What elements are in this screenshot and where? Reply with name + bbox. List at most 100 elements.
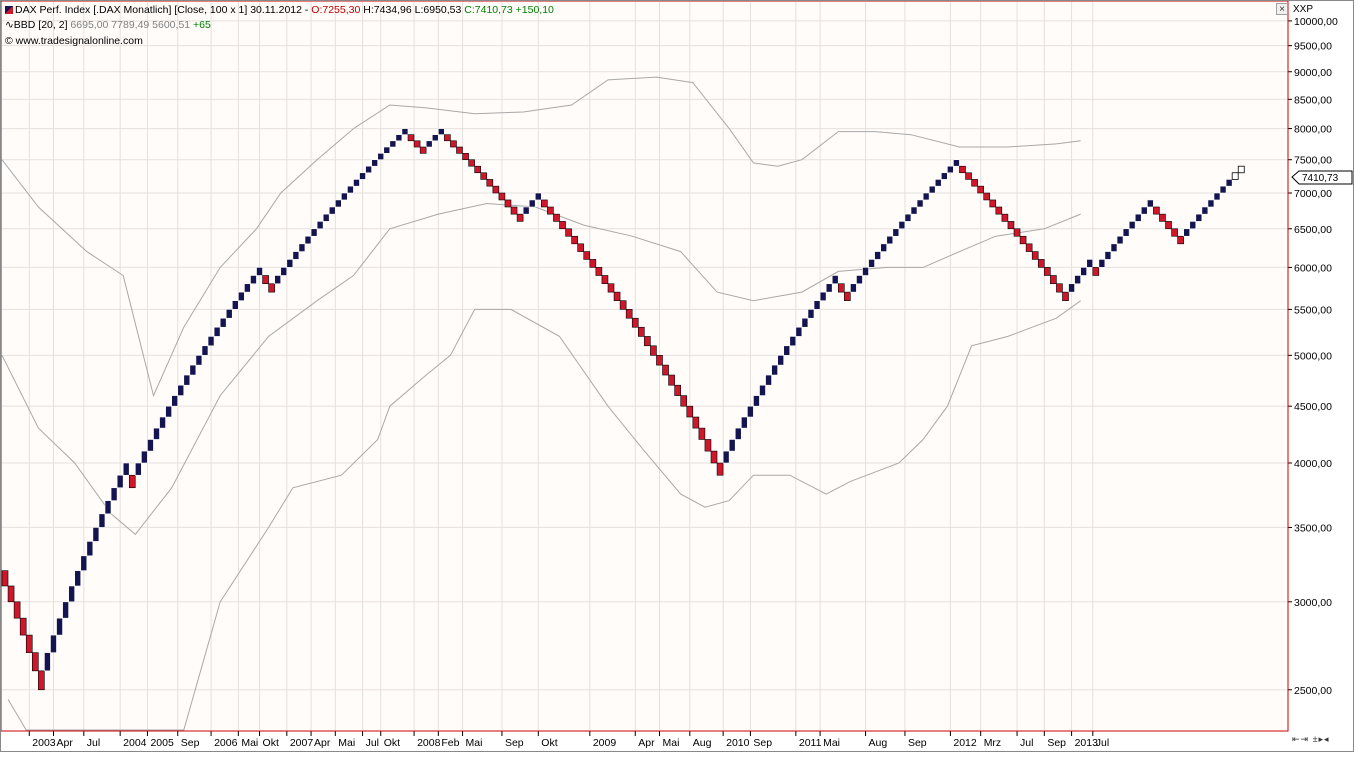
renko-brick-up: [135, 462, 142, 476]
renko-brick-up: [371, 159, 378, 167]
renko-brick-down: [613, 291, 621, 301]
renko-brick-down: [674, 384, 681, 396]
y-tick-label: 2500,00: [1294, 685, 1332, 697]
legend-high: H:7434,96: [360, 4, 412, 16]
renko-brick-up: [928, 185, 936, 194]
x-tick-label: Jul: [1020, 737, 1033, 749]
x-tick-label: Sep: [753, 737, 772, 749]
renko-brick-up: [1207, 199, 1215, 208]
renko-brick-up: [74, 570, 82, 587]
y-tick-label: 9500,00: [1294, 41, 1332, 53]
renko-brick-up: [116, 474, 124, 489]
renko-brick-up: [86, 541, 94, 557]
renko-brick-down: [268, 283, 275, 293]
renko-brick-up: [219, 317, 227, 328]
renko-brick-down: [480, 172, 488, 180]
renko-brick-up: [1104, 251, 1112, 260]
renko-brick-up: [56, 617, 63, 636]
renko-brick-up: [250, 275, 257, 285]
x-tick-label: 2007: [290, 737, 314, 749]
renko-brick-down: [589, 259, 597, 268]
renko-brick-down: [716, 462, 724, 476]
current-price-tag: 7410,73: [1291, 170, 1353, 185]
renko-brick-up: [334, 199, 342, 208]
renko-brick-up: [50, 634, 57, 653]
x-tick-label: Okt: [384, 737, 400, 749]
renko-brick-open: [1231, 172, 1239, 180]
x-tick-label: Mai: [466, 737, 483, 749]
x-tick-label: Sep: [908, 737, 927, 749]
renko-brick-down: [644, 336, 651, 347]
renko-brick-down: [25, 634, 33, 653]
renko-brick-down: [959, 165, 966, 174]
renko-brick-up: [389, 140, 397, 148]
renko-brick-up: [916, 199, 924, 208]
renko-brick-up: [940, 172, 948, 180]
renko-brick-down: [31, 652, 39, 672]
renko-brick-up: [1195, 213, 1203, 222]
renko-brick-down: [1062, 291, 1069, 301]
renko-brick-up: [310, 228, 318, 237]
renko-brick-up: [904, 213, 912, 222]
renko-brick-up: [789, 336, 797, 347]
legend-instrument: DAX Perf. Index [.DAX Monatlich] [Close,…: [5, 4, 554, 16]
renko-brick-down: [595, 267, 603, 276]
renko-brick-down: [541, 199, 548, 208]
renko-brick-down: [965, 172, 972, 180]
renko-brick-up: [80, 555, 88, 571]
renko-brick-down: [1007, 221, 1015, 230]
y-tick-label: 8500,00: [1294, 94, 1332, 106]
renko-brick-up: [159, 416, 166, 429]
x-tick-label: Jul: [366, 737, 379, 749]
renko-brick-down: [450, 140, 457, 148]
renko-brick-up: [771, 364, 778, 376]
renko-brick-up: [747, 405, 754, 418]
renko-brick-up: [856, 275, 863, 285]
renko-brick-up: [231, 300, 239, 310]
renko-brick-up: [801, 317, 809, 328]
renko-brick-up: [831, 275, 839, 285]
y-tick-label: 4000,00: [1294, 458, 1332, 470]
renko-brick-down: [262, 275, 269, 285]
renko-brick-up: [1219, 185, 1227, 194]
renko-brick-down: [1019, 235, 1027, 245]
x-tick-label: 2010: [726, 737, 750, 749]
renko-brick-up: [741, 416, 748, 429]
renko-brick-up: [68, 585, 75, 603]
axis-mode-label[interactable]: XXP: [1293, 4, 1314, 15]
renko-brick-up: [1110, 243, 1118, 252]
renko-brick-up: [62, 601, 69, 619]
legend-open: O:7255,30: [311, 4, 361, 16]
renko-brick-up: [286, 259, 294, 268]
renko-brick-up: [189, 364, 197, 376]
close-chart-button[interactable]: ×: [1276, 3, 1288, 15]
renko-brick-up: [1074, 275, 1081, 285]
renko-brick-up: [165, 405, 172, 418]
x-tick-label: 2013: [1075, 737, 1099, 749]
x-tick-label: Apr: [314, 737, 331, 749]
renko-brick-down: [680, 395, 688, 407]
renko-brick-down: [1013, 228, 1021, 237]
y-tick-label: 10000,00: [1294, 16, 1338, 28]
renko-brick-up: [1201, 206, 1209, 215]
renko-brick-up: [298, 243, 306, 252]
time-axis: 2003 Apr Jul 2004 2005 Sep 2006 Mai Okt 2007 Apr Ma…: [2, 730, 1288, 749]
y-tick-label: 3500,00: [1294, 522, 1332, 534]
renko-brick-up: [122, 462, 130, 476]
renko-brick-up: [522, 206, 530, 215]
renko-brick-down: [128, 474, 136, 489]
renko-brick-up: [377, 153, 385, 161]
y-tick-label: 5000,00: [1294, 350, 1332, 362]
renko-brick-up: [141, 450, 148, 464]
renko-brick-down: [1, 570, 9, 587]
renko-brick-up: [892, 228, 900, 237]
scroll-controls[interactable]: ⇤⇥ ±▸◂: [1292, 734, 1330, 744]
legend-copyright: © www.tradesignalonline.com: [5, 35, 143, 47]
band-lower: [7, 300, 1081, 731]
y-tick-label: 3000,00: [1294, 597, 1332, 609]
y-tick-label: 7000,00: [1294, 188, 1332, 200]
renko-brick-down: [607, 283, 615, 293]
renko-brick-up: [244, 283, 251, 293]
renko-brick-up: [1086, 259, 1094, 268]
